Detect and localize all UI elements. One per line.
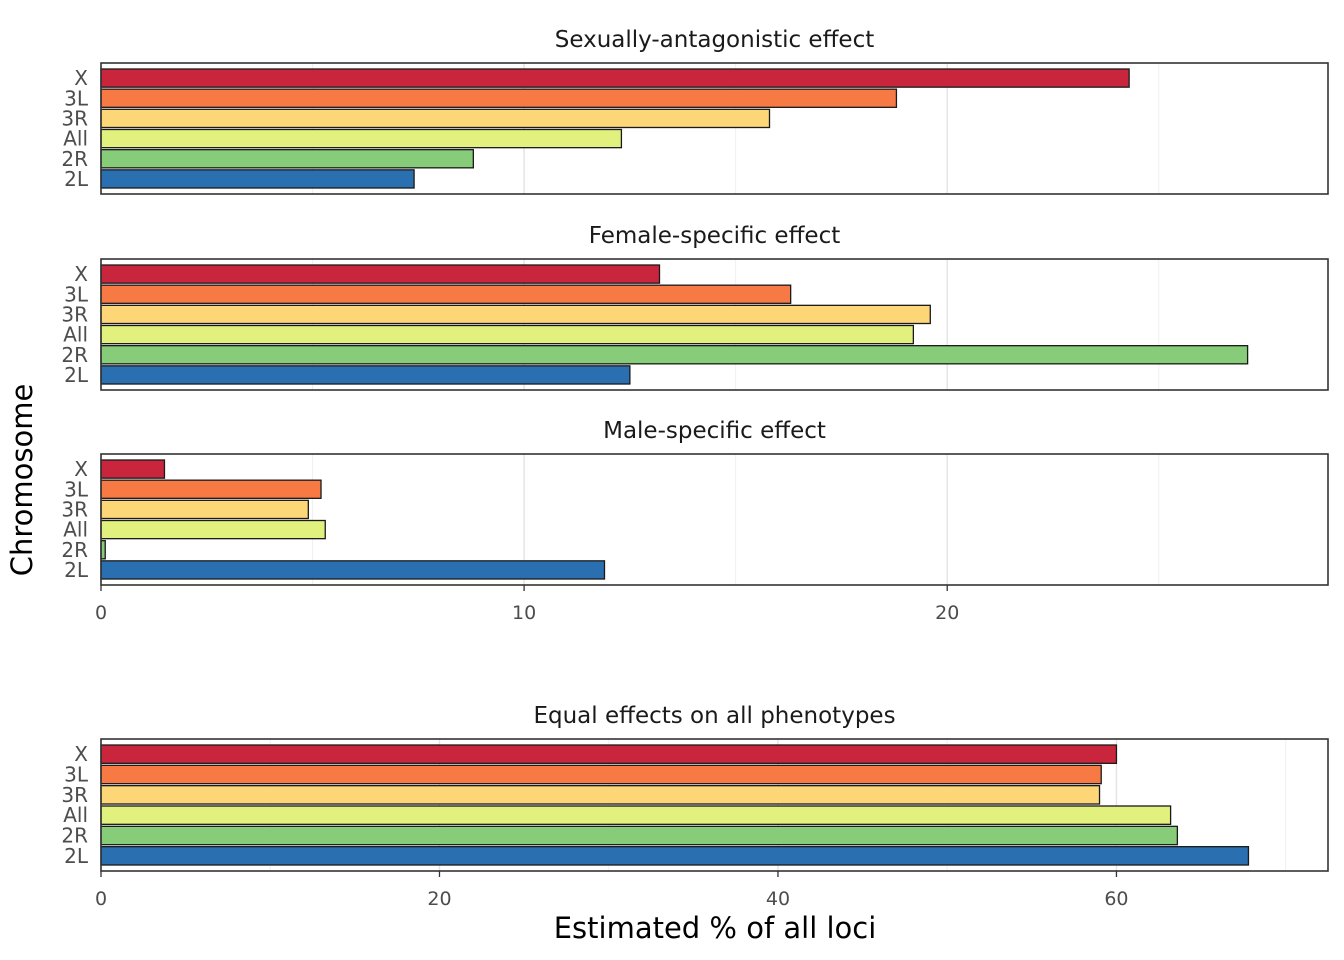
panel-frame xyxy=(100,62,1329,195)
panel-title: Sexually-antagonistic effect xyxy=(555,27,875,53)
x-tick-label: 60 xyxy=(1104,888,1128,910)
category-label: 3R xyxy=(61,302,88,326)
category-label: 2L xyxy=(64,363,89,387)
bar-x xyxy=(100,744,1118,764)
bar-3r xyxy=(100,499,309,520)
bar-all xyxy=(100,128,623,149)
category-label: 3L xyxy=(64,86,89,110)
category-label: 2R xyxy=(61,343,88,367)
category-label: X xyxy=(74,742,88,766)
category-label: 2R xyxy=(61,538,88,562)
bar-2l xyxy=(100,365,631,385)
bar-x xyxy=(100,264,661,284)
bar-2l xyxy=(100,846,1250,866)
bar-all xyxy=(100,324,915,345)
category-label: 2L xyxy=(64,844,89,868)
x-tick-label: 20 xyxy=(935,602,959,624)
panel-frame xyxy=(100,738,1329,872)
category-label: 3L xyxy=(64,477,89,501)
bar-all xyxy=(100,519,326,540)
category-label: 2L xyxy=(64,167,89,191)
bar-3l xyxy=(100,284,792,304)
panel-title: Male-specific effect xyxy=(603,418,826,444)
category-label: 2L xyxy=(64,558,89,582)
bar-all xyxy=(100,805,1172,825)
bar-3r xyxy=(100,785,1101,805)
category-label: X xyxy=(74,262,88,286)
bar-2l xyxy=(100,560,606,580)
category-label: 3L xyxy=(64,282,89,306)
category-label: All xyxy=(63,127,88,151)
panel-frame xyxy=(100,258,1329,391)
bar-3l xyxy=(100,479,322,499)
x-tick-label: 20 xyxy=(427,888,451,910)
panel-title: Female-specific effect xyxy=(589,223,840,249)
x-tick-label: 10 xyxy=(512,602,536,624)
category-label: 2R xyxy=(61,147,88,171)
x-axis-title: Estimated % of all loci xyxy=(554,911,877,945)
category-label: All xyxy=(63,518,88,542)
bar-x xyxy=(100,459,166,479)
bar-2r xyxy=(100,345,1249,365)
category-label: X xyxy=(74,66,88,90)
category-label: 3R xyxy=(61,783,88,807)
x-tick-label: 40 xyxy=(766,888,790,910)
category-label: 3R xyxy=(61,106,88,130)
bar-2r xyxy=(100,149,474,169)
bar-3r xyxy=(100,304,931,325)
panel-frame xyxy=(100,453,1329,586)
x-tick-label: 0 xyxy=(95,888,107,910)
bar-3l xyxy=(100,764,1102,785)
panel-title: Equal effects on all phenotypes xyxy=(533,703,895,729)
bar-3r xyxy=(100,108,771,129)
category-label: All xyxy=(63,323,88,347)
category-label: 2R xyxy=(61,824,88,848)
bar-x xyxy=(100,68,1130,88)
category-label: All xyxy=(63,803,88,827)
category-label: 3R xyxy=(61,497,88,521)
category-label: X xyxy=(74,457,88,481)
bar-2r xyxy=(100,825,1179,846)
bar-2l xyxy=(100,169,415,189)
y-axis-title: Chromosome xyxy=(5,384,39,577)
bar-3l xyxy=(100,88,898,108)
x-tick-label: 0 xyxy=(95,602,107,624)
category-label: 3L xyxy=(64,763,89,787)
